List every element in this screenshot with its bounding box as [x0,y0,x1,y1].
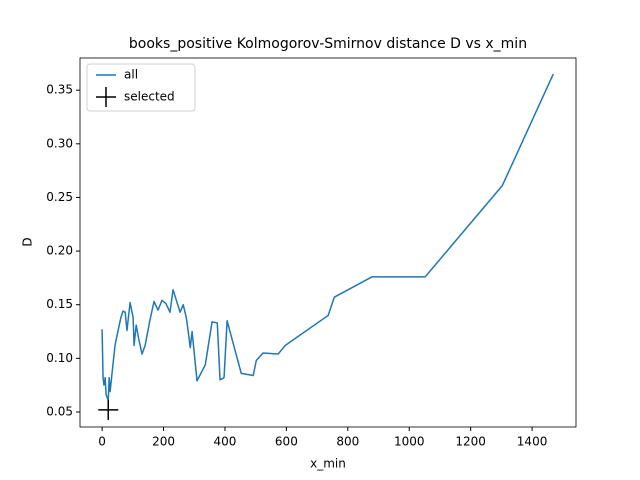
legend-marker [96,87,116,107]
y-tick-label: 0.25 [46,190,73,204]
y-tick-label: 0.35 [46,83,73,97]
y-tick-label: 0.05 [46,404,73,418]
x-tick-label: 1200 [455,435,486,449]
x-tick-label: 0 [98,435,106,449]
y-tick-label: 0.20 [46,244,73,258]
series-line [101,73,554,401]
x-tick-label: 1400 [517,435,548,449]
y-axis-label: D [21,237,35,246]
x-tick-label: 200 [152,435,175,449]
y-tick-label: 0.10 [46,351,73,365]
y-tick-label: 0.15 [46,297,73,311]
x-tick-label: 800 [336,435,359,449]
x-tick-label: 600 [275,435,298,449]
legend-label: selected [124,90,175,104]
chart-title: books_positive Kolmogorov-Smirnov distan… [129,36,527,52]
x-axis-label: x_min [310,457,346,471]
selected-marker [98,399,119,420]
legend-box [86,63,196,112]
legend-label: all [124,68,138,82]
axes-frame [79,57,577,428]
x-tick-label: 1000 [394,435,425,449]
y-tick-label: 0.30 [46,136,73,150]
x-tick-label: 400 [214,435,237,449]
